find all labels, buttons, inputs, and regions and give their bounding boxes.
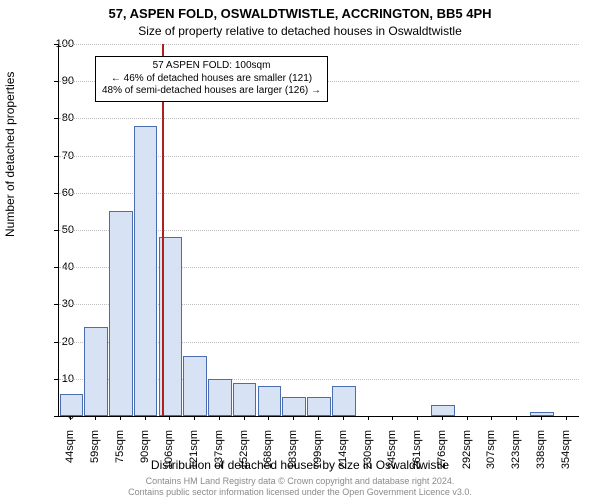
histogram-bar xyxy=(258,386,282,416)
x-tick-mark xyxy=(392,416,393,420)
annotation-box: 57 ASPEN FOLD: 100sqm ← 46% of detached … xyxy=(95,56,328,102)
histogram-bar xyxy=(183,356,207,416)
x-tick-mark xyxy=(368,416,369,420)
x-tick-mark xyxy=(194,416,195,420)
annotation-line1: 57 ASPEN FOLD: 100sqm xyxy=(102,60,321,73)
footer-line1: Contains HM Land Registry data © Crown c… xyxy=(0,476,600,487)
x-tick-mark xyxy=(541,416,542,420)
histogram-bar xyxy=(431,405,455,416)
x-tick-mark xyxy=(467,416,468,420)
annotation-line2: ← 46% of detached houses are smaller (12… xyxy=(102,73,321,86)
x-tick-mark xyxy=(516,416,517,420)
x-tick-mark xyxy=(268,416,269,420)
x-tick-mark xyxy=(169,416,170,420)
grid-line xyxy=(59,118,579,119)
x-axis-label: Distribution of detached houses by size … xyxy=(0,458,600,472)
histogram-bar xyxy=(60,394,84,416)
x-tick-mark xyxy=(566,416,567,420)
annotation-line3: 48% of semi-detached houses are larger (… xyxy=(102,85,321,98)
chart-title: 57, ASPEN FOLD, OSWALDTWISTLE, ACCRINGTO… xyxy=(0,6,600,21)
histogram-bar xyxy=(233,383,257,416)
plot-area: 57 ASPEN FOLD: 100sqm ← 46% of detached … xyxy=(58,44,579,417)
histogram-bar xyxy=(282,397,306,416)
histogram-bar xyxy=(208,379,232,416)
y-axis-label: Number of detached properties xyxy=(3,72,17,237)
x-tick-mark xyxy=(442,416,443,420)
histogram-bar xyxy=(134,126,158,416)
histogram-bar xyxy=(109,211,133,416)
x-tick-mark xyxy=(219,416,220,420)
x-tick-mark xyxy=(293,416,294,420)
x-tick-mark xyxy=(318,416,319,420)
x-tick-mark xyxy=(343,416,344,420)
x-tick-mark xyxy=(417,416,418,420)
footer: Contains HM Land Registry data © Crown c… xyxy=(0,476,600,498)
footer-line2: Contains public sector information licen… xyxy=(0,487,600,498)
x-tick-mark xyxy=(70,416,71,420)
x-tick-mark xyxy=(120,416,121,420)
chart-container: 57, ASPEN FOLD, OSWALDTWISTLE, ACCRINGTO… xyxy=(0,0,600,500)
histogram-bar xyxy=(530,412,554,416)
x-tick-mark xyxy=(95,416,96,420)
chart-subtitle: Size of property relative to detached ho… xyxy=(0,24,600,38)
histogram-bar xyxy=(307,397,331,416)
x-tick-mark xyxy=(244,416,245,420)
histogram-bar xyxy=(84,327,108,416)
x-tick-mark xyxy=(491,416,492,420)
grid-line xyxy=(59,44,579,45)
x-tick-mark xyxy=(145,416,146,420)
histogram-bar xyxy=(332,386,356,416)
